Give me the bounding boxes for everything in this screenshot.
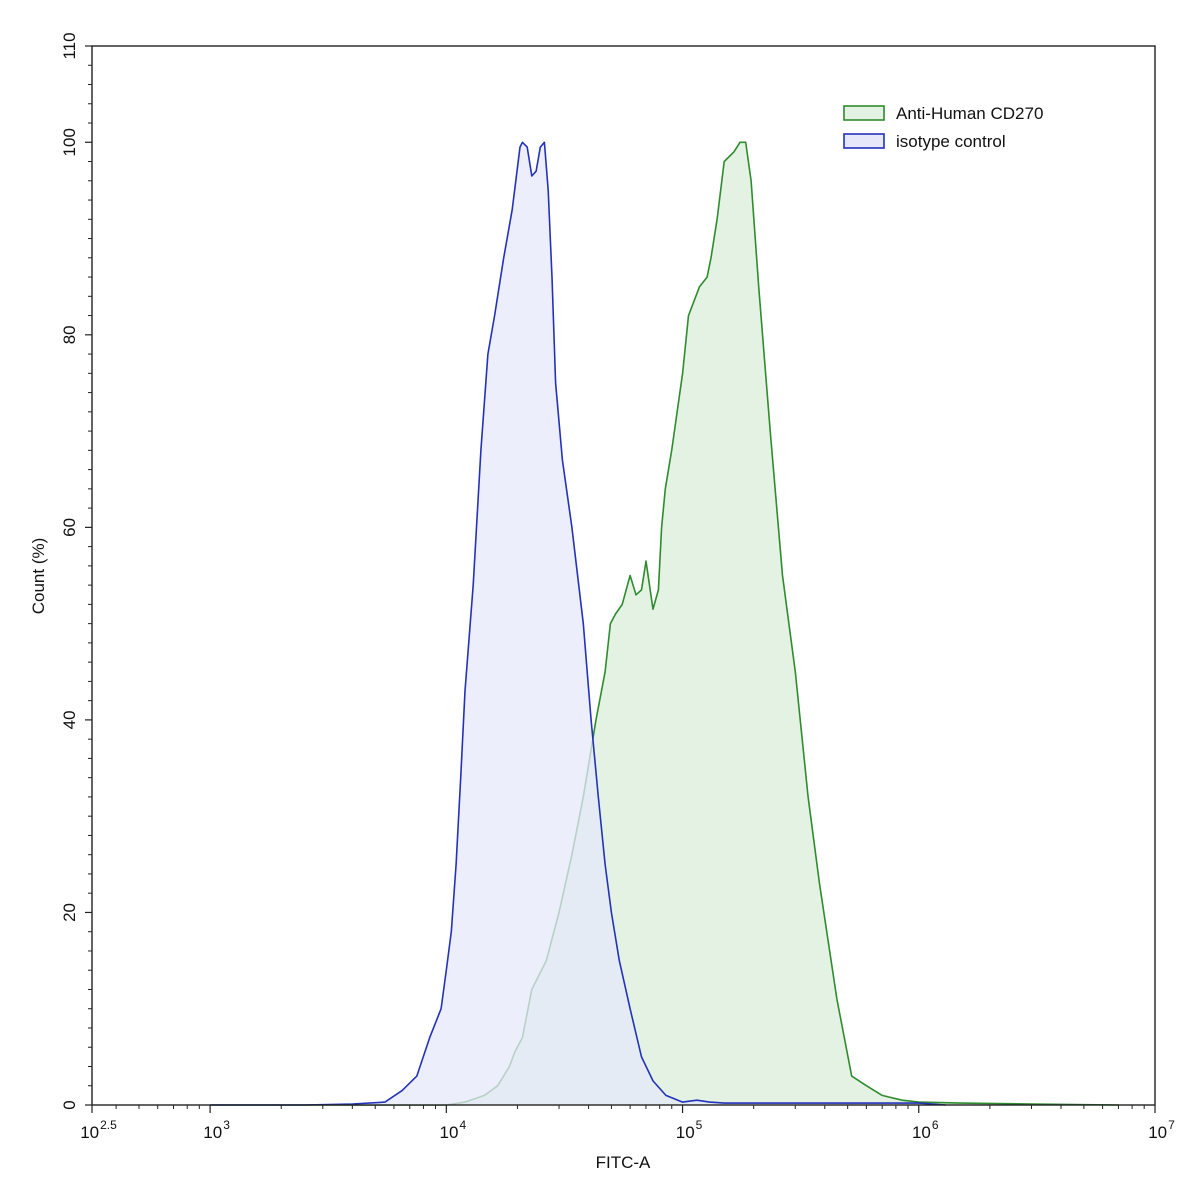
y-tick-label: 100 xyxy=(60,128,79,156)
plot-frame xyxy=(91,45,1156,1106)
y-tick-label: 0 xyxy=(60,1100,79,1109)
y-tick-label: 80 xyxy=(60,325,79,344)
series-line-isotype-control xyxy=(210,141,946,1106)
legend: Anti-Human CD270 isotype control xyxy=(843,104,1043,151)
legend-label-isotype-control: isotype control xyxy=(896,132,1006,151)
x-tick-label: 107 xyxy=(1148,1118,1175,1142)
y-tick-label: 110 xyxy=(60,32,79,59)
y-axis-title: Count (%) xyxy=(29,538,48,615)
series-area-isotype-control xyxy=(210,142,946,1106)
y-axis: 0 20 40 60 80 100 110 xyxy=(60,32,92,1110)
y-tick-label: 20 xyxy=(60,903,79,922)
x-axis: 102.5 103 104 105 106 107 xyxy=(80,1105,1175,1142)
y-tick-label: 40 xyxy=(60,710,79,729)
series-layer xyxy=(210,141,1119,1106)
x-axis-title: FITC-A xyxy=(596,1153,651,1172)
series-area-anti-human-cd270 xyxy=(210,142,1119,1106)
x-tick-label: 105 xyxy=(676,1118,703,1142)
legend-swatch-isotype-control xyxy=(843,133,885,149)
x-tick-label: 102.5 xyxy=(80,1118,117,1142)
y-tick-label: 60 xyxy=(60,518,79,537)
legend-swatch-anti-human-cd270 xyxy=(843,105,885,121)
x-tick-label: 106 xyxy=(912,1118,939,1142)
x-tick-label: 104 xyxy=(440,1118,467,1142)
legend-label-anti-human-cd270: Anti-Human CD270 xyxy=(896,104,1043,123)
x-tick-label: 103 xyxy=(203,1118,230,1142)
